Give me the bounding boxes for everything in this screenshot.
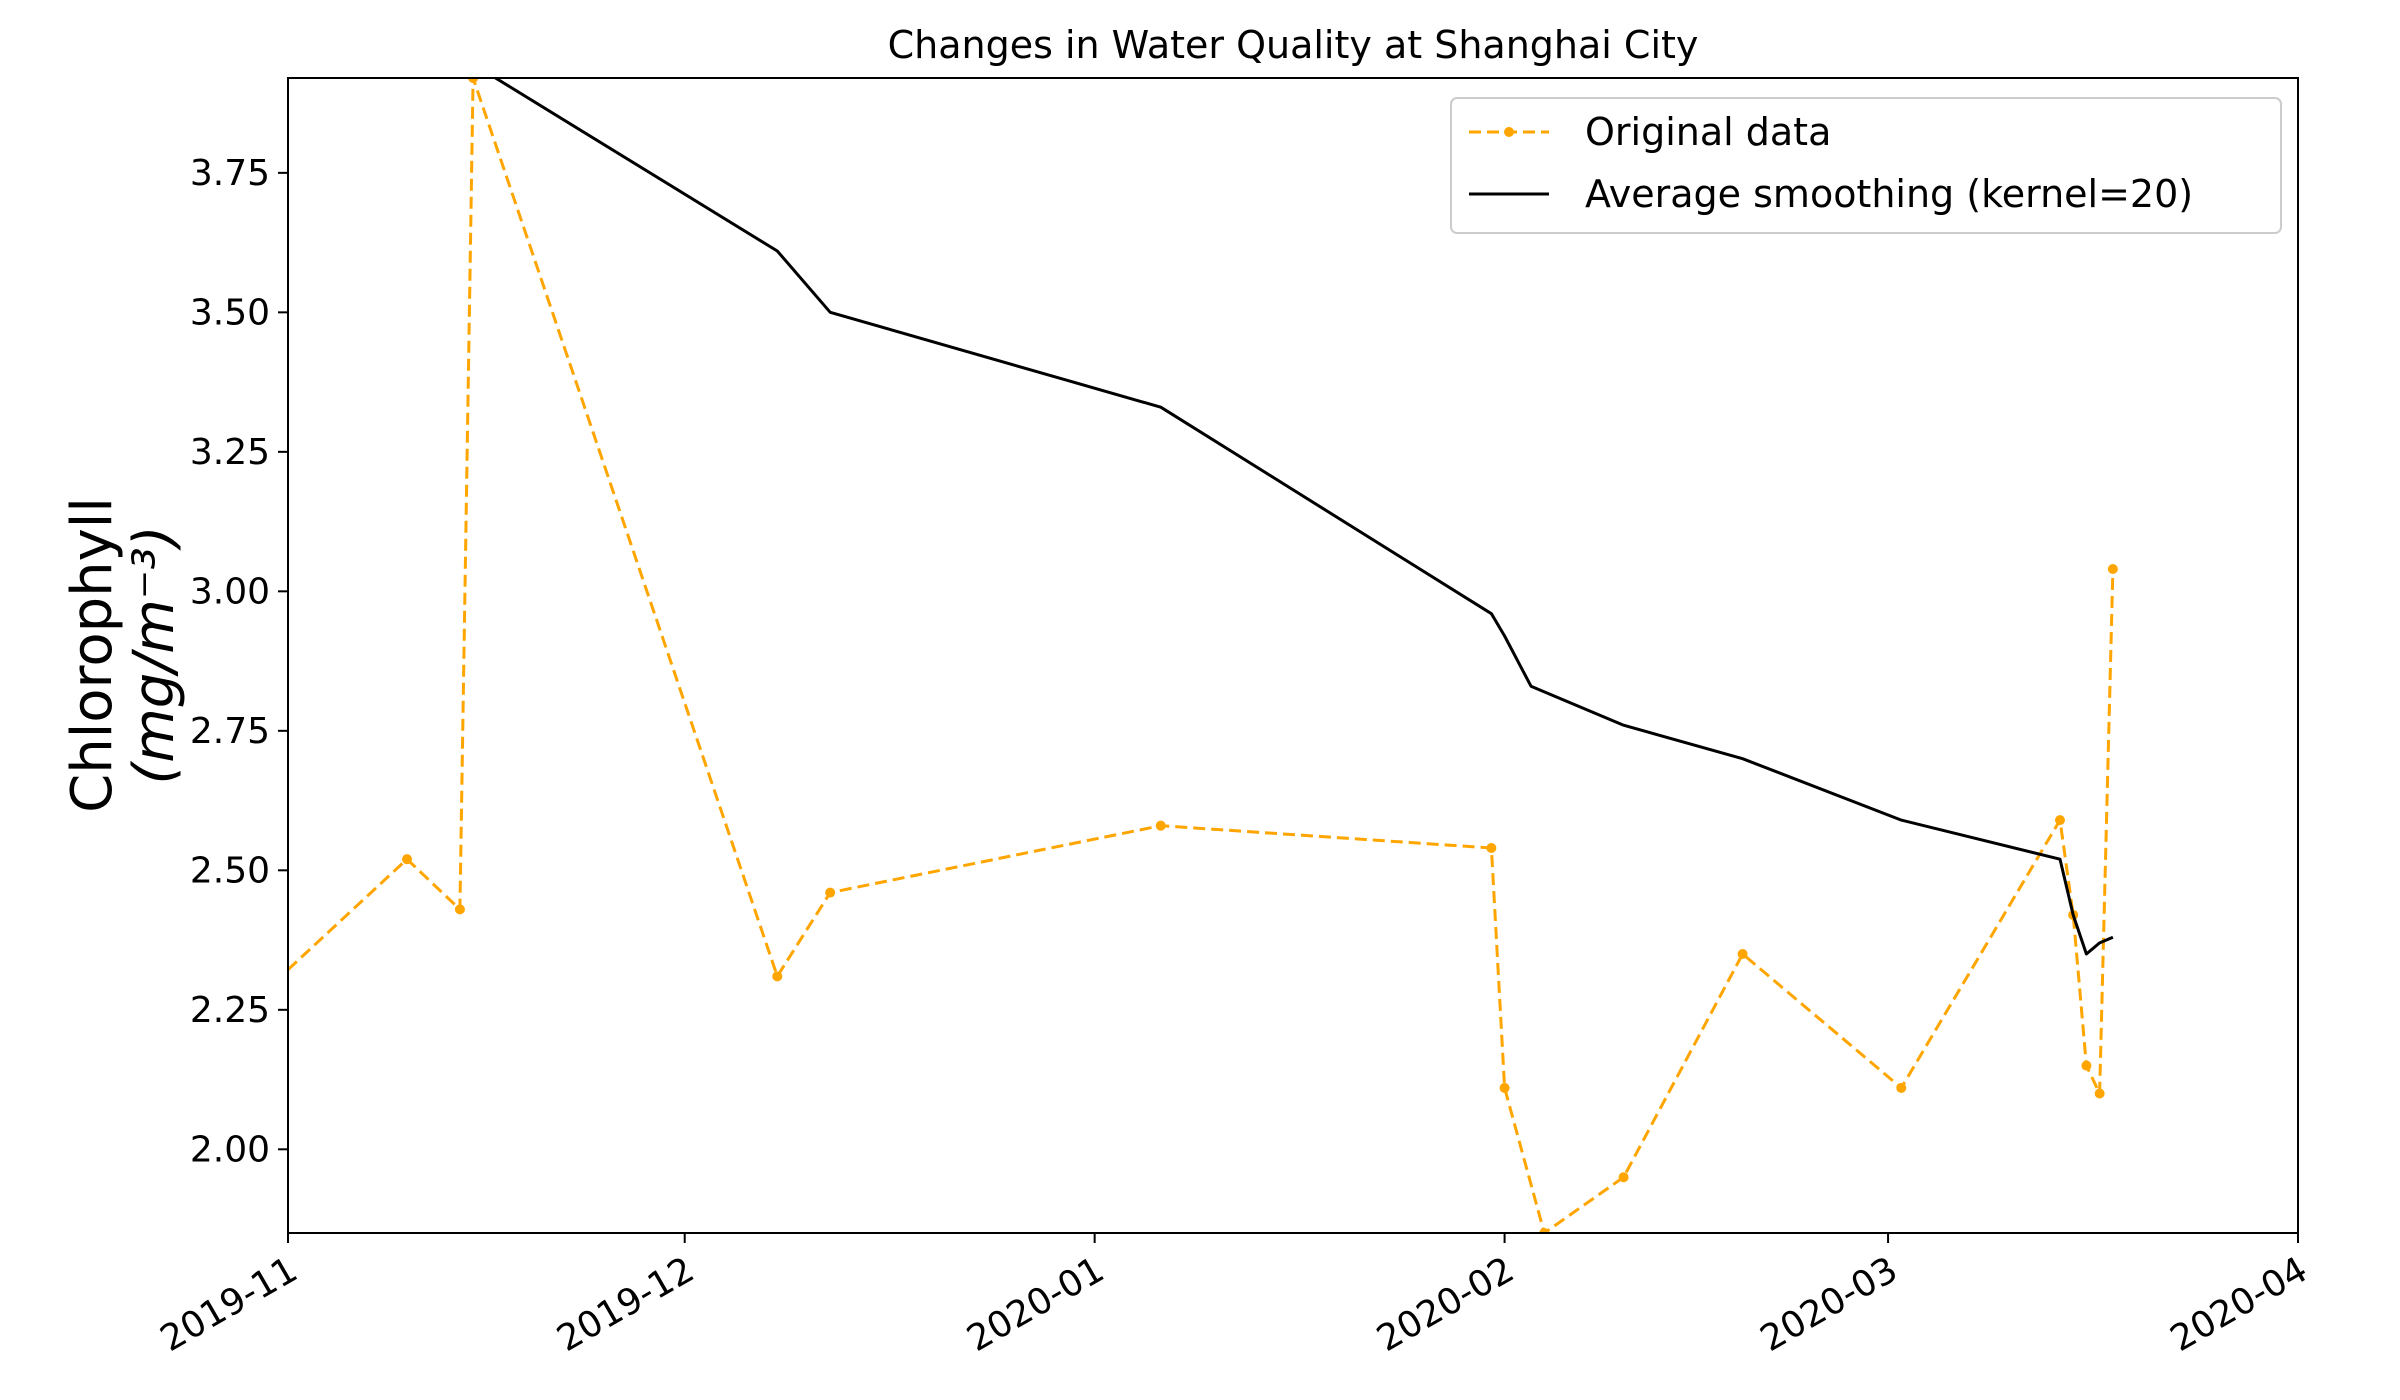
chart-title: Changes in Water Quality at Shanghai Cit… [888, 23, 1699, 67]
data-point [1155, 820, 1166, 831]
legend-marker-original [1504, 127, 1514, 137]
y-tick-label: 3.50 [190, 292, 270, 333]
data-point [1737, 949, 1748, 960]
data-point [1896, 1082, 1907, 1093]
y-axis-label: Chlorophyll (mg/m⁻³) [60, 497, 187, 813]
data-point [1499, 1082, 1510, 1093]
y-tick-label: 2.00 [190, 1129, 270, 1170]
data-point [2081, 1060, 2092, 1071]
data-point [2054, 815, 2065, 826]
legend-label-original: Original data [1585, 110, 1831, 154]
legend-label-smoothing: Average smoothing (kernel=20) [1585, 172, 2193, 216]
y-tick-label: 3.75 [190, 153, 270, 194]
y-tick-label: 2.75 [190, 711, 270, 752]
y-tick-label: 3.00 [190, 571, 270, 612]
series-line-0 [288, 78, 2115, 1233]
plot-frame [287, 77, 2299, 1234]
data-point [454, 904, 465, 915]
y-tick-label: 3.25 [190, 432, 270, 473]
data-point [772, 971, 783, 982]
data-point [468, 78, 479, 83]
data-point [2107, 564, 2118, 575]
data-point [1618, 1172, 1629, 1183]
legend: Original data Average smoothing (kernel=… [1450, 97, 2282, 234]
series-layer [288, 78, 2118, 1233]
series-line-1 [492, 78, 2114, 956]
y-tick-label: 2.25 [190, 990, 270, 1031]
data-point [2094, 1088, 2105, 1099]
y-axis: 2.00 2.25 2.50 2.75 3.00 3.25 3.50 3.75 [190, 153, 288, 1170]
data-point [825, 887, 836, 898]
legend-box [1450, 97, 2282, 234]
data-point [402, 854, 413, 865]
data-point [1486, 843, 1497, 853]
y-axis-label-line1: Chlorophyll [60, 497, 125, 813]
y-tick-label: 2.50 [190, 850, 270, 891]
y-axis-label-line2: (mg/m⁻³) [122, 525, 187, 784]
data-point [1539, 1228, 1550, 1233]
